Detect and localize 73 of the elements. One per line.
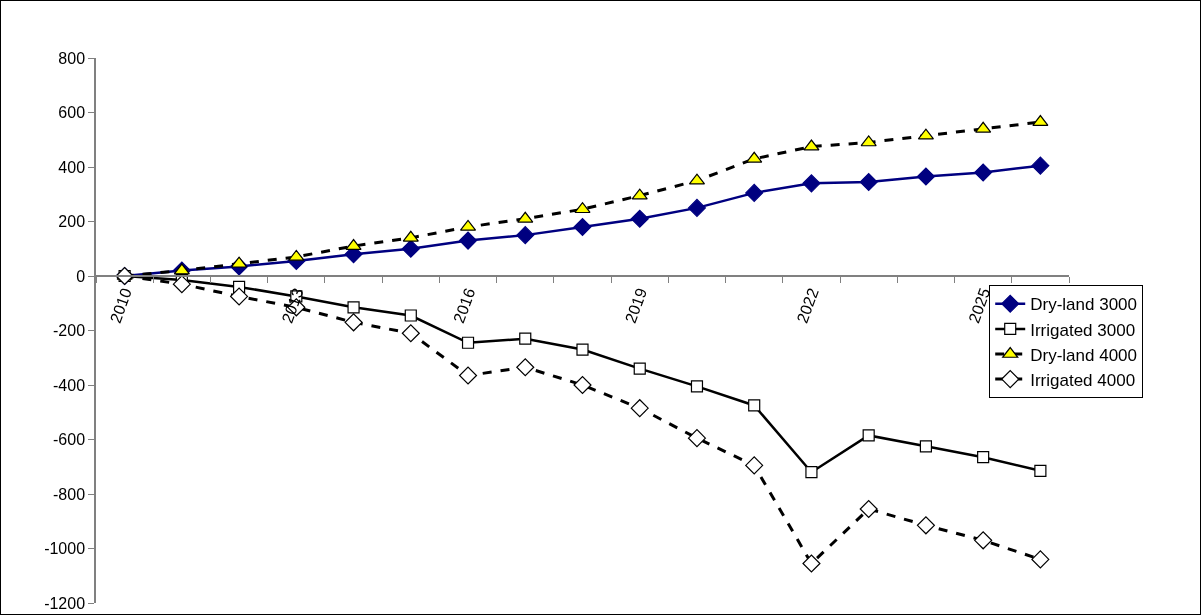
y-tick-label: -1000 — [44, 540, 86, 558]
point — [631, 188, 648, 200]
y-tick-label: -800 — [53, 485, 86, 503]
point — [802, 174, 821, 193]
point — [519, 332, 532, 345]
point — [805, 466, 818, 479]
point — [802, 554, 821, 573]
point — [458, 366, 478, 385]
y-tick-label: -400 — [53, 376, 86, 394]
point — [173, 263, 190, 275]
y-tick-label: -1200 — [44, 594, 86, 612]
y-tick-label: -600 — [53, 431, 86, 449]
x-tick-label: 2022 — [793, 285, 822, 326]
point — [1031, 156, 1050, 175]
point — [916, 516, 935, 535]
point — [745, 183, 764, 202]
point — [1031, 550, 1050, 569]
point — [974, 531, 993, 550]
point — [974, 163, 993, 182]
point — [347, 301, 360, 314]
x-tick-label: 2025 — [965, 285, 994, 326]
point — [576, 343, 589, 356]
point — [345, 238, 362, 250]
point — [859, 172, 878, 192]
point — [633, 362, 646, 375]
point — [862, 429, 875, 442]
point — [230, 287, 249, 306]
point — [516, 358, 535, 377]
x-tick-label: 2010 — [106, 285, 135, 326]
point — [573, 375, 592, 395]
point — [803, 139, 820, 151]
point — [344, 313, 363, 332]
point — [517, 211, 534, 223]
point — [458, 231, 478, 250]
point — [404, 309, 417, 322]
point — [859, 499, 878, 519]
x-tick-label: 2019 — [621, 285, 651, 326]
point — [573, 217, 592, 236]
point — [1034, 464, 1047, 477]
legend-label: Dry-land 3000 — [1030, 295, 1137, 315]
point — [1032, 114, 1049, 126]
legend-label: Dry-land 4000 — [1030, 345, 1137, 365]
point — [860, 135, 877, 147]
point — [745, 456, 764, 475]
y-tick-label: 600 — [58, 104, 86, 122]
point — [746, 151, 763, 163]
x-tick-label: 2016 — [450, 285, 479, 326]
y-tick-label: 400 — [58, 158, 86, 176]
y-tick-label: 0 — [76, 267, 86, 285]
x-tick-label: 2013 — [278, 285, 307, 326]
y-tick-label: 200 — [58, 213, 86, 231]
point — [919, 440, 933, 453]
point — [402, 230, 419, 242]
point — [461, 336, 475, 349]
point — [748, 399, 761, 412]
point — [630, 399, 649, 418]
point — [630, 209, 649, 228]
point — [574, 202, 591, 214]
point — [975, 121, 992, 133]
point — [687, 429, 707, 448]
point — [401, 324, 420, 343]
y-tick-label: -200 — [53, 322, 86, 340]
point — [401, 239, 420, 258]
point — [916, 167, 935, 186]
legend-label: Irrigated 3000 — [1030, 320, 1136, 340]
point — [288, 249, 305, 261]
point — [516, 226, 535, 245]
point — [172, 275, 191, 294]
point — [977, 451, 990, 464]
y-tick-label: 800 — [58, 49, 86, 67]
point — [690, 380, 704, 393]
point — [687, 198, 707, 217]
legend-label: Irrigated 4000 — [1030, 370, 1136, 390]
